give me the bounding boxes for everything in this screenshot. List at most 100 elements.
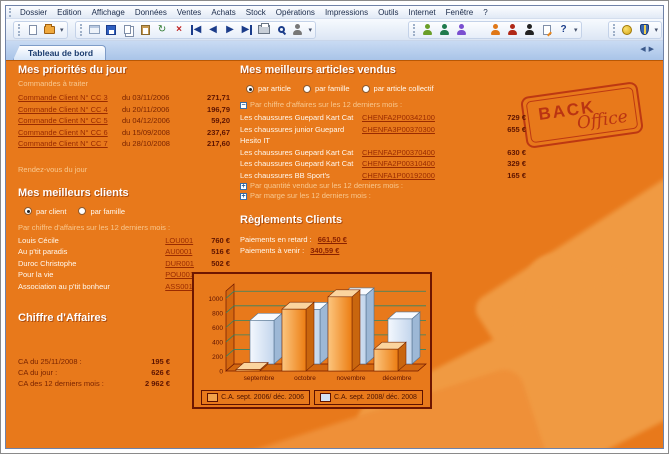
turnover-value: 626 €	[151, 368, 170, 377]
section-title-best-articles: Mes meilleurs articles vendus	[240, 64, 396, 76]
previous-record-icon[interactable]: ◀	[206, 22, 221, 37]
user-employees-icon[interactable]	[522, 22, 537, 37]
client-code-link[interactable]: ASS001	[165, 281, 193, 291]
menu-item[interactable]: Internet	[408, 7, 436, 17]
user-clients-icon[interactable]	[420, 22, 435, 37]
radio-option[interactable]: par article	[246, 84, 291, 93]
payment-value-link[interactable]: 661,50 €	[317, 235, 347, 244]
payment-value-link[interactable]: 340,59 €	[310, 246, 340, 255]
toolbar: ▾ ↻ × ◀ ◀ ▶ ▶ ▾ ? ▾ ▾	[6, 19, 663, 41]
svg-text:400: 400	[212, 339, 223, 346]
save-icon	[106, 24, 117, 35]
user-reps-icon[interactable]	[505, 22, 520, 37]
user-contacts-icon[interactable]	[488, 22, 503, 37]
new-document-icon[interactable]	[25, 22, 40, 37]
help-icon[interactable]: ?	[556, 22, 571, 37]
radio-option[interactable]: par article collectif	[361, 84, 434, 93]
paste-icon[interactable]	[138, 22, 153, 37]
menu-item[interactable]: Affichage	[91, 7, 125, 17]
client-code-link[interactable]: POU001	[165, 270, 194, 279]
menu-item[interactable]: Ventes	[176, 7, 202, 17]
print-preview-icon[interactable]	[274, 22, 289, 37]
radio-option[interactable]: par famille	[78, 207, 125, 216]
menu-item[interactable]: Stock	[245, 7, 266, 17]
overflow-chevron-icon[interactable]: ▾	[574, 26, 578, 34]
order-date: du 20/11/2006	[122, 104, 170, 114]
toolbar-grip	[18, 23, 21, 36]
client-code-link[interactable]: DUR001	[165, 258, 194, 268]
delete-icon[interactable]: ×	[172, 22, 187, 37]
user-suppliers-icon[interactable]	[454, 22, 469, 37]
order-row: Commande Client N° CC 6 du 15/09/2008 23…	[18, 127, 230, 139]
radio-option[interactable]: par famille	[302, 84, 350, 93]
order-link[interactable]: Commande Client N° CC 6	[18, 127, 108, 137]
copy-icon[interactable]	[121, 22, 136, 37]
article-code-link[interactable]: CHENFA3P00370300	[362, 124, 435, 134]
users-group-icon[interactable]	[471, 22, 486, 37]
client-name: Duroc Christophe	[18, 258, 77, 268]
order-link[interactable]: Commande Client N° CC 5	[18, 116, 108, 125]
menu-item[interactable]: Opérations	[275, 7, 315, 17]
order-row: Commande Client N° CC 3 du 03/11/2006 27…	[18, 92, 230, 104]
access-rights-icon	[293, 24, 303, 35]
toolbar-icons	[24, 22, 58, 37]
overflow-chevron-icon[interactable]: ▾	[308, 26, 313, 34]
access-rights-icon[interactable]	[291, 22, 306, 37]
client-name: Association au p'tit bonheur	[18, 281, 110, 291]
menu-item[interactable]: Edition	[57, 7, 82, 17]
Les chaussures Guepard Kart Cat: Les chaussures Guepard Kart Cat CHENFA2P…	[240, 158, 526, 170]
tab-tableau-de-bord[interactable]: Tableau de bord	[13, 45, 107, 60]
delete-icon: ×	[176, 23, 182, 35]
save-icon[interactable]	[104, 22, 119, 37]
order-link[interactable]: Commande Client N° CC 4	[18, 104, 108, 114]
order-date: du 28/10/2008	[122, 139, 170, 148]
client-code-link[interactable]: LOU001	[165, 235, 194, 245]
dashboard-content: BACK Office Mes priorités du jour Comman…	[6, 60, 663, 448]
article-code-link[interactable]: CHENFA1P00192000	[362, 170, 435, 180]
article-code-link[interactable]: CHENFA2P00342100	[362, 113, 435, 122]
radio-option[interactable]: par client	[24, 207, 66, 216]
open-folder-icon[interactable]	[42, 22, 57, 37]
menu-item[interactable]: Achats	[211, 7, 236, 17]
last-record-icon[interactable]: ▶	[240, 22, 255, 37]
print-preview-icon	[277, 26, 285, 33]
article-code-link[interactable]: CHENFA2P00310400	[362, 159, 435, 168]
payment-label: Paiements à venir :	[240, 246, 305, 255]
form-window-icon[interactable]	[87, 22, 102, 37]
collapse-icon[interactable]: −	[240, 101, 247, 109]
menu-item[interactable]: Dossier	[20, 7, 48, 17]
menu-item[interactable]: Fenêtre	[445, 7, 474, 17]
turnover-chart: 0 200 400 600 800 1000 septembre octobre novembr…	[192, 272, 432, 409]
article-code-link[interactable]: CHENFA2P00370400	[362, 147, 435, 157]
refresh-icon[interactable]: ↻	[155, 22, 170, 37]
document-edit-icon[interactable]	[539, 22, 554, 37]
new-document-icon	[28, 24, 37, 35]
tab-scroll-left-icon[interactable]: ◀	[640, 46, 649, 53]
order-row: Commande Client N° CC 5 du 04/12/2006 59…	[18, 115, 230, 127]
article-name: Les chaussures Guepard Kart Cat	[240, 159, 354, 168]
first-record-icon[interactable]: ◀	[189, 22, 204, 37]
next-record-icon[interactable]: ▶	[223, 22, 238, 37]
client-code-link[interactable]: AU0001	[165, 247, 193, 256]
orders-subtitle: Commandes à traiter	[18, 79, 89, 88]
clients-list: Louis Cécile LOU001 760 € Au p'tit parad…	[18, 235, 230, 293]
shield-icon[interactable]	[637, 22, 652, 37]
expand-icon[interactable]: +	[240, 192, 247, 200]
coin-icon[interactable]	[620, 22, 635, 37]
toolbar-group-file: ▾	[13, 20, 68, 39]
order-link[interactable]: Commande Client N° CC 3	[18, 93, 108, 102]
article-amount: 630 €	[507, 147, 526, 157]
order-link[interactable]: Commande Client N° CC 7	[18, 139, 108, 148]
menu-item[interactable]: Outils	[378, 7, 399, 17]
coin-icon	[622, 24, 633, 35]
print-icon[interactable]	[257, 22, 272, 37]
user-prospects-icon[interactable]	[437, 22, 452, 37]
tab-scroll-right-icon[interactable]: ▶	[648, 46, 657, 53]
expand-icon[interactable]: +	[240, 182, 247, 190]
menu-item[interactable]: ?	[483, 7, 488, 17]
turnover-value: 2 962 €	[144, 379, 170, 388]
menu-item[interactable]: Données	[134, 7, 167, 17]
overflow-chevron-icon[interactable]: ▾	[60, 26, 64, 34]
overflow-chevron-icon[interactable]: ▾	[654, 26, 659, 34]
menu-item[interactable]: Impressions	[324, 7, 369, 17]
